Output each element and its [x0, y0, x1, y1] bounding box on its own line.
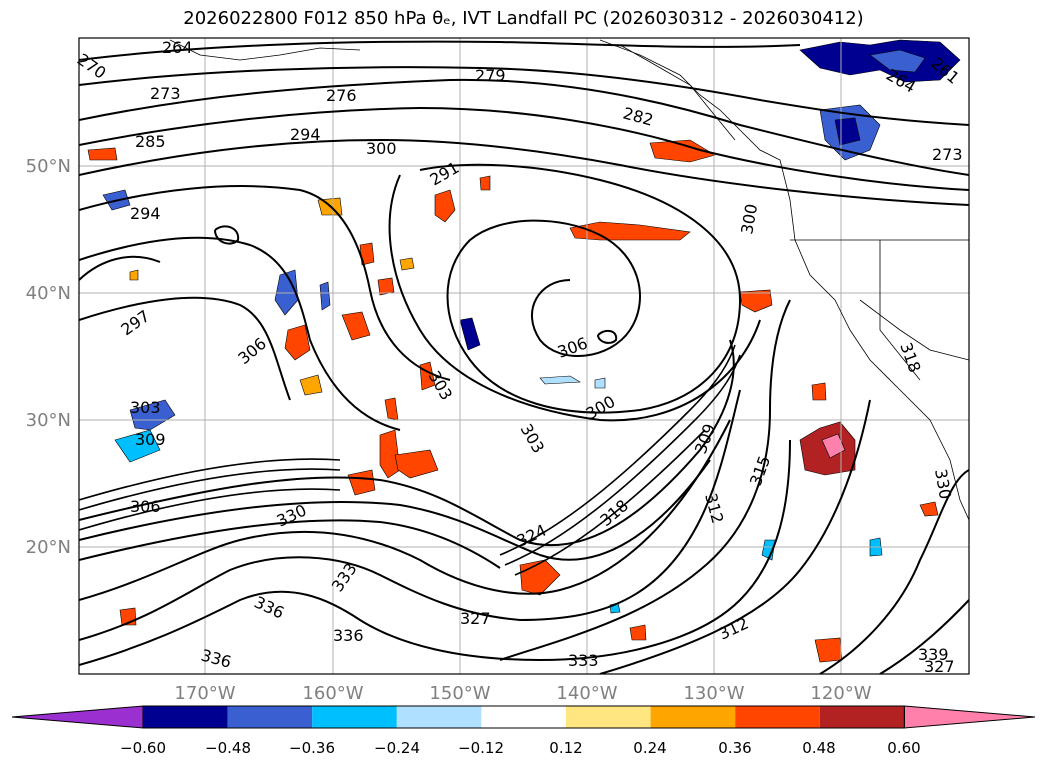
contour-label: 309: [135, 430, 166, 449]
lat-label: 30°N: [26, 410, 71, 431]
contour-label: 336: [333, 626, 364, 645]
contour-label: 339: [918, 645, 949, 664]
colorbar-extend-high: [903, 705, 1036, 729]
colorbar-tick: 0.60: [887, 739, 920, 757]
theta-e-contours: [79, 40, 969, 674]
positive-anomaly-patches: [87, 139, 939, 663]
colorbar-tick: −0.48: [205, 739, 251, 757]
colorbar-tick: 0.12: [549, 739, 582, 757]
colorbar-segment: [312, 706, 397, 728]
colorbar-tick: −0.12: [458, 739, 504, 757]
contour-label: 273: [932, 145, 963, 164]
contour-label: 300: [366, 139, 397, 158]
colorbar-extend-low: [11, 705, 144, 729]
latitude-labels: 50°N 40°N 30°N 20°N: [26, 156, 71, 558]
contour-label: 294: [130, 204, 161, 223]
contour-label: 279: [475, 66, 506, 85]
lon-label: 150°W: [429, 683, 490, 704]
lon-label: 130°W: [683, 683, 744, 704]
graticule: [79, 38, 969, 674]
colorbar-segment: [143, 706, 228, 728]
colorbar-segment: [566, 706, 651, 728]
contour-label: 276: [326, 86, 357, 105]
longitude-labels: 170°W 160°W 150°W 140°W 130°W 120°W: [174, 683, 871, 704]
contour-label: 303: [130, 398, 161, 417]
lon-label: 140°W: [556, 683, 617, 704]
map-frame: [78, 37, 970, 675]
colorbar-tick: 0.24: [633, 739, 666, 757]
colorbar-segment: [735, 706, 820, 728]
contour-label: 327: [460, 609, 491, 628]
contour-label: 306: [130, 497, 161, 516]
colorbar-outline: [142, 705, 905, 729]
colorbar-tick: −0.24: [374, 739, 420, 757]
negative-anomaly-patches: [102, 39, 961, 614]
map-title: 2026022800 F012 850 hPa θₑ, IVT Landfall…: [183, 8, 864, 29]
colorbar-tick: −0.60: [120, 739, 166, 757]
colorbar-tick: 0.36: [718, 739, 751, 757]
colorbar-segment: [396, 706, 482, 728]
lon-label: 120°W: [810, 683, 871, 704]
contour-label: 273: [150, 84, 181, 103]
colorbar-tick: 0.48: [802, 739, 835, 757]
colorbar-segment: [481, 706, 566, 728]
lat-label: 40°N: [26, 283, 71, 304]
contour-label: 264: [162, 38, 193, 57]
colorbar-tick-labels: −0.60 −0.48 −0.36 −0.24 −0.12 0.12 0.24 …: [120, 739, 921, 757]
coastlines: [169, 39, 969, 521]
lat-label: 20°N: [26, 537, 71, 558]
colorbar-segment: [650, 706, 736, 728]
contour-label: 333: [568, 651, 599, 670]
theta-e-contours-thin: [79, 344, 741, 576]
colorbar-tick: −0.36: [289, 739, 335, 757]
colorbar: [11, 705, 1036, 729]
lon-label: 160°W: [302, 683, 363, 704]
colorbar-segment: [819, 706, 905, 728]
contour-label: 327: [924, 657, 955, 676]
contour-label: 285: [135, 132, 166, 151]
colorbar-segment: [227, 706, 313, 728]
lat-label: 50°N: [26, 156, 71, 177]
contour-label: 294: [290, 125, 321, 144]
lon-label: 170°W: [174, 683, 235, 704]
